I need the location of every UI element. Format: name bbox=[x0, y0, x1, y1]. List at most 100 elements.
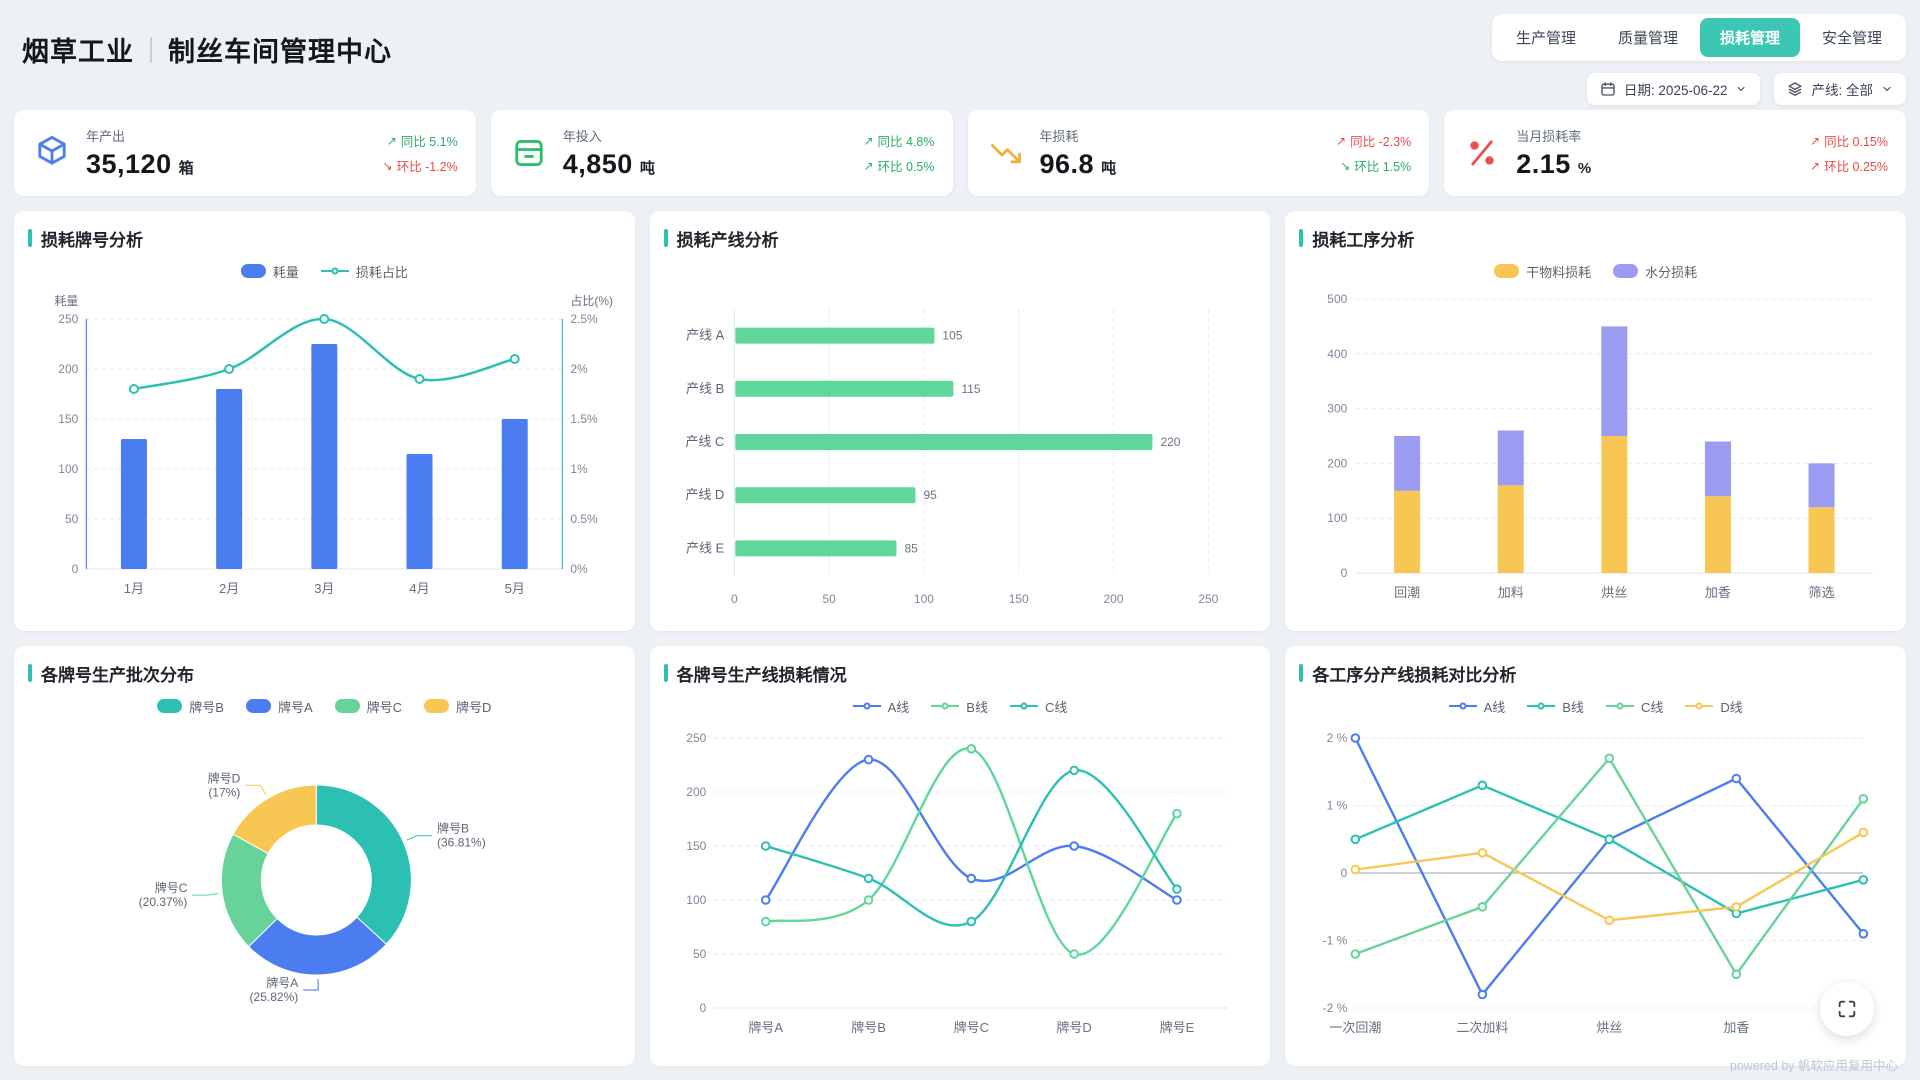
kpi-delta: ↗ 同比 5.1% bbox=[386, 133, 458, 150]
svg-text:产线 A: 产线 A bbox=[686, 328, 725, 343]
chart-canvas-brand-line-loss: 0 50 100 150 200 250 牌号A 牌号B 牌号C 牌号D 牌号E bbox=[686, 731, 1228, 1035]
fullscreen-button[interactable] bbox=[1820, 982, 1874, 1036]
tab-production[interactable]: 生产管理 bbox=[1515, 30, 1576, 47]
tab-safety[interactable]: 安全管理 bbox=[1821, 30, 1882, 47]
brand-divider bbox=[150, 36, 152, 63]
kpi-delta: ↗ 环比 0.25% bbox=[1810, 158, 1888, 175]
legend-item-A线[interactable]: A线 bbox=[1448, 697, 1505, 716]
svg-text:0%: 0% bbox=[570, 562, 588, 576]
chart-title-line-loss: 损耗产线分析 bbox=[663, 225, 1257, 251]
svg-text:-2 %: -2 % bbox=[1323, 1001, 1348, 1015]
line-legend-glyph bbox=[1527, 700, 1556, 712]
svg-text:1.5%: 1.5% bbox=[570, 412, 598, 426]
date-filter[interactable]: 日期: 2025-06-22 bbox=[1586, 73, 1761, 105]
chevron-down-icon bbox=[1883, 86, 1891, 92]
powered-by: powered by 帆软应用复用中心 bbox=[1729, 1059, 1898, 1073]
legend-item-耗量[interactable]: 耗量 bbox=[240, 262, 299, 281]
charts-grid: 损耗牌号分析 耗量 损耗占比 0 0% 50 0.5% 100 1% 150 1.5% 200 2% 25… bbox=[14, 211, 1906, 1066]
svg-text:100: 100 bbox=[1328, 511, 1348, 525]
kpi-card-当月损耗率: 当月损耗率 2.15% ↗ 同比 0.15% ↗ 环比 0.25% bbox=[1444, 110, 1906, 196]
svg-text:500: 500 bbox=[1328, 292, 1348, 306]
bin-icon bbox=[509, 133, 549, 173]
kpi-main: 年投入 4,850 吨 bbox=[563, 126, 655, 180]
kpi-label: 年投入 bbox=[562, 129, 602, 144]
svg-text:200: 200 bbox=[1103, 592, 1123, 606]
legend-item-水分损耗[interactable]: 水分损耗 bbox=[1613, 262, 1697, 281]
filters-row: 日期: 2025-06-22 产线: 全部 bbox=[1586, 73, 1906, 105]
svg-text:2.5%: 2.5% bbox=[570, 312, 598, 326]
delta-arrow-icon: ↗ bbox=[1810, 158, 1821, 173]
svg-text:1%: 1% bbox=[570, 462, 588, 476]
chart-card-process-loss: 损耗工序分析 干物料损耗 水分损耗 0 100 200 300 400 500 回潮 加料 烘丝 加香 筛… bbox=[1285, 211, 1906, 631]
kpi-value: 4,850 bbox=[562, 149, 633, 179]
svg-text:150: 150 bbox=[58, 412, 78, 426]
legend-item-C线[interactable]: C线 bbox=[1009, 697, 1067, 716]
title-accent-bar bbox=[1299, 664, 1304, 682]
bar-legend-swatch bbox=[424, 699, 449, 713]
delta-arrow-icon: ↘ bbox=[382, 158, 393, 173]
svg-text:0: 0 bbox=[72, 562, 79, 576]
legend-item-D线[interactable]: D线 bbox=[1685, 697, 1743, 716]
title-accent-bar bbox=[663, 229, 668, 247]
svg-text:占比(%): 占比(%) bbox=[570, 293, 613, 308]
svg-text:加香: 加香 bbox=[1705, 585, 1731, 600]
kpi-unit: 箱 bbox=[178, 160, 194, 177]
kpi-delta: ↗ 同比 -2.3% bbox=[1336, 133, 1412, 150]
kpi-label: 年产出 bbox=[86, 129, 126, 144]
chart-card-batch-dist: 各牌号生产批次分布 牌号B 牌号A 牌号C 牌号D 牌号B (36.81%) 牌号A (25.8… bbox=[14, 646, 635, 1066]
chart-legend: 耗量 损耗占比 bbox=[28, 259, 621, 283]
delta-arrow-icon: ↗ bbox=[1336, 133, 1347, 148]
svg-text:200: 200 bbox=[686, 785, 706, 799]
line-legend-glyph bbox=[852, 700, 881, 712]
svg-text:200: 200 bbox=[1328, 456, 1348, 470]
legend-item-干物料损耗[interactable]: 干物料损耗 bbox=[1494, 262, 1591, 281]
legend-item-A线[interactable]: A线 bbox=[852, 697, 909, 716]
chart-canvas-brand-loss: 0 0% 50 0.5% 100 1% 150 1.5% 200 2% 250 2.5% 耗量 占比(%)… bbox=[54, 293, 613, 596]
chart-canvas-process-loss: 0 100 200 300 400 500 回潮 加料 烘丝 加香 筛选 bbox=[1328, 292, 1874, 600]
chart-legend: A线 B线 C线 bbox=[664, 694, 1257, 718]
bar-legend-swatch bbox=[157, 699, 183, 713]
svg-text:85: 85 bbox=[904, 541, 918, 555]
legend-item-B线[interactable]: B线 bbox=[931, 697, 988, 716]
kpi-value: 96.8 bbox=[1039, 149, 1095, 179]
svg-text:产线 B: 产线 B bbox=[686, 381, 724, 396]
line-filter[interactable]: 产线: 全部 bbox=[1774, 73, 1906, 105]
layers-icon bbox=[1788, 82, 1803, 96]
svg-text:3月: 3月 bbox=[314, 581, 334, 596]
delta-arrow-icon: ↗ bbox=[1810, 133, 1821, 148]
svg-text:95: 95 bbox=[923, 488, 937, 502]
legend-item-牌号B[interactable]: 牌号B bbox=[157, 697, 224, 716]
chart-card-process-line-compare: 各工序分产线损耗对比分析 A线 B线 C线 D线 -2 % -1 % 0 1 % 2 % 一次回潮 二… bbox=[1285, 646, 1906, 1066]
svg-text:牌号D(17%): 牌号D (17%) bbox=[208, 771, 241, 799]
legend-item-牌号D[interactable]: 牌号D bbox=[424, 697, 491, 716]
line-legend-glyph bbox=[320, 265, 349, 277]
chart-card-brand-loss: 损耗牌号分析 耗量 损耗占比 0 0% 50 0.5% 100 1% 150 1.5% 200 2% 25… bbox=[14, 211, 635, 631]
chart-title-brand-loss: 损耗牌号分析 bbox=[28, 225, 621, 251]
kpi-unit: % bbox=[1577, 160, 1592, 177]
svg-text:150: 150 bbox=[686, 839, 706, 853]
tab-quality[interactable]: 质量管理 bbox=[1617, 30, 1678, 47]
svg-text:50: 50 bbox=[65, 512, 79, 526]
legend-item-牌号A[interactable]: 牌号A bbox=[245, 697, 313, 716]
header-right: 生产管理 质量管理 损耗管理 安全管理 日期: 2025-06-22 产线: 全部 bbox=[1491, 14, 1906, 105]
legend-item-B线[interactable]: B线 bbox=[1527, 697, 1584, 716]
svg-text:1月: 1月 bbox=[124, 581, 144, 596]
svg-text:5月: 5月 bbox=[505, 581, 525, 596]
svg-text:100: 100 bbox=[58, 462, 78, 476]
kpi-main: 年损耗 96.8 吨 bbox=[1040, 126, 1117, 180]
svg-text:牌号B: 牌号B bbox=[851, 1020, 886, 1035]
svg-text:产线 D: 产线 D bbox=[685, 487, 724, 502]
tab-loss[interactable]: 损耗管理 bbox=[1699, 18, 1800, 57]
svg-text:烘丝: 烘丝 bbox=[1602, 585, 1628, 600]
title-accent-bar bbox=[28, 664, 32, 682]
svg-text:产线 C: 产线 C bbox=[685, 434, 724, 449]
legend-item-牌号C[interactable]: 牌号C bbox=[334, 697, 402, 716]
line-legend-glyph bbox=[1009, 700, 1038, 712]
svg-text:牌号C: 牌号C bbox=[953, 1020, 988, 1035]
page-title: 制丝车间管理中心 bbox=[168, 37, 392, 67]
legend-item-C线[interactable]: C线 bbox=[1605, 697, 1663, 716]
cube-icon bbox=[32, 133, 72, 173]
legend-item-损耗占比[interactable]: 损耗占比 bbox=[320, 262, 408, 281]
title-accent-bar bbox=[1299, 229, 1304, 247]
